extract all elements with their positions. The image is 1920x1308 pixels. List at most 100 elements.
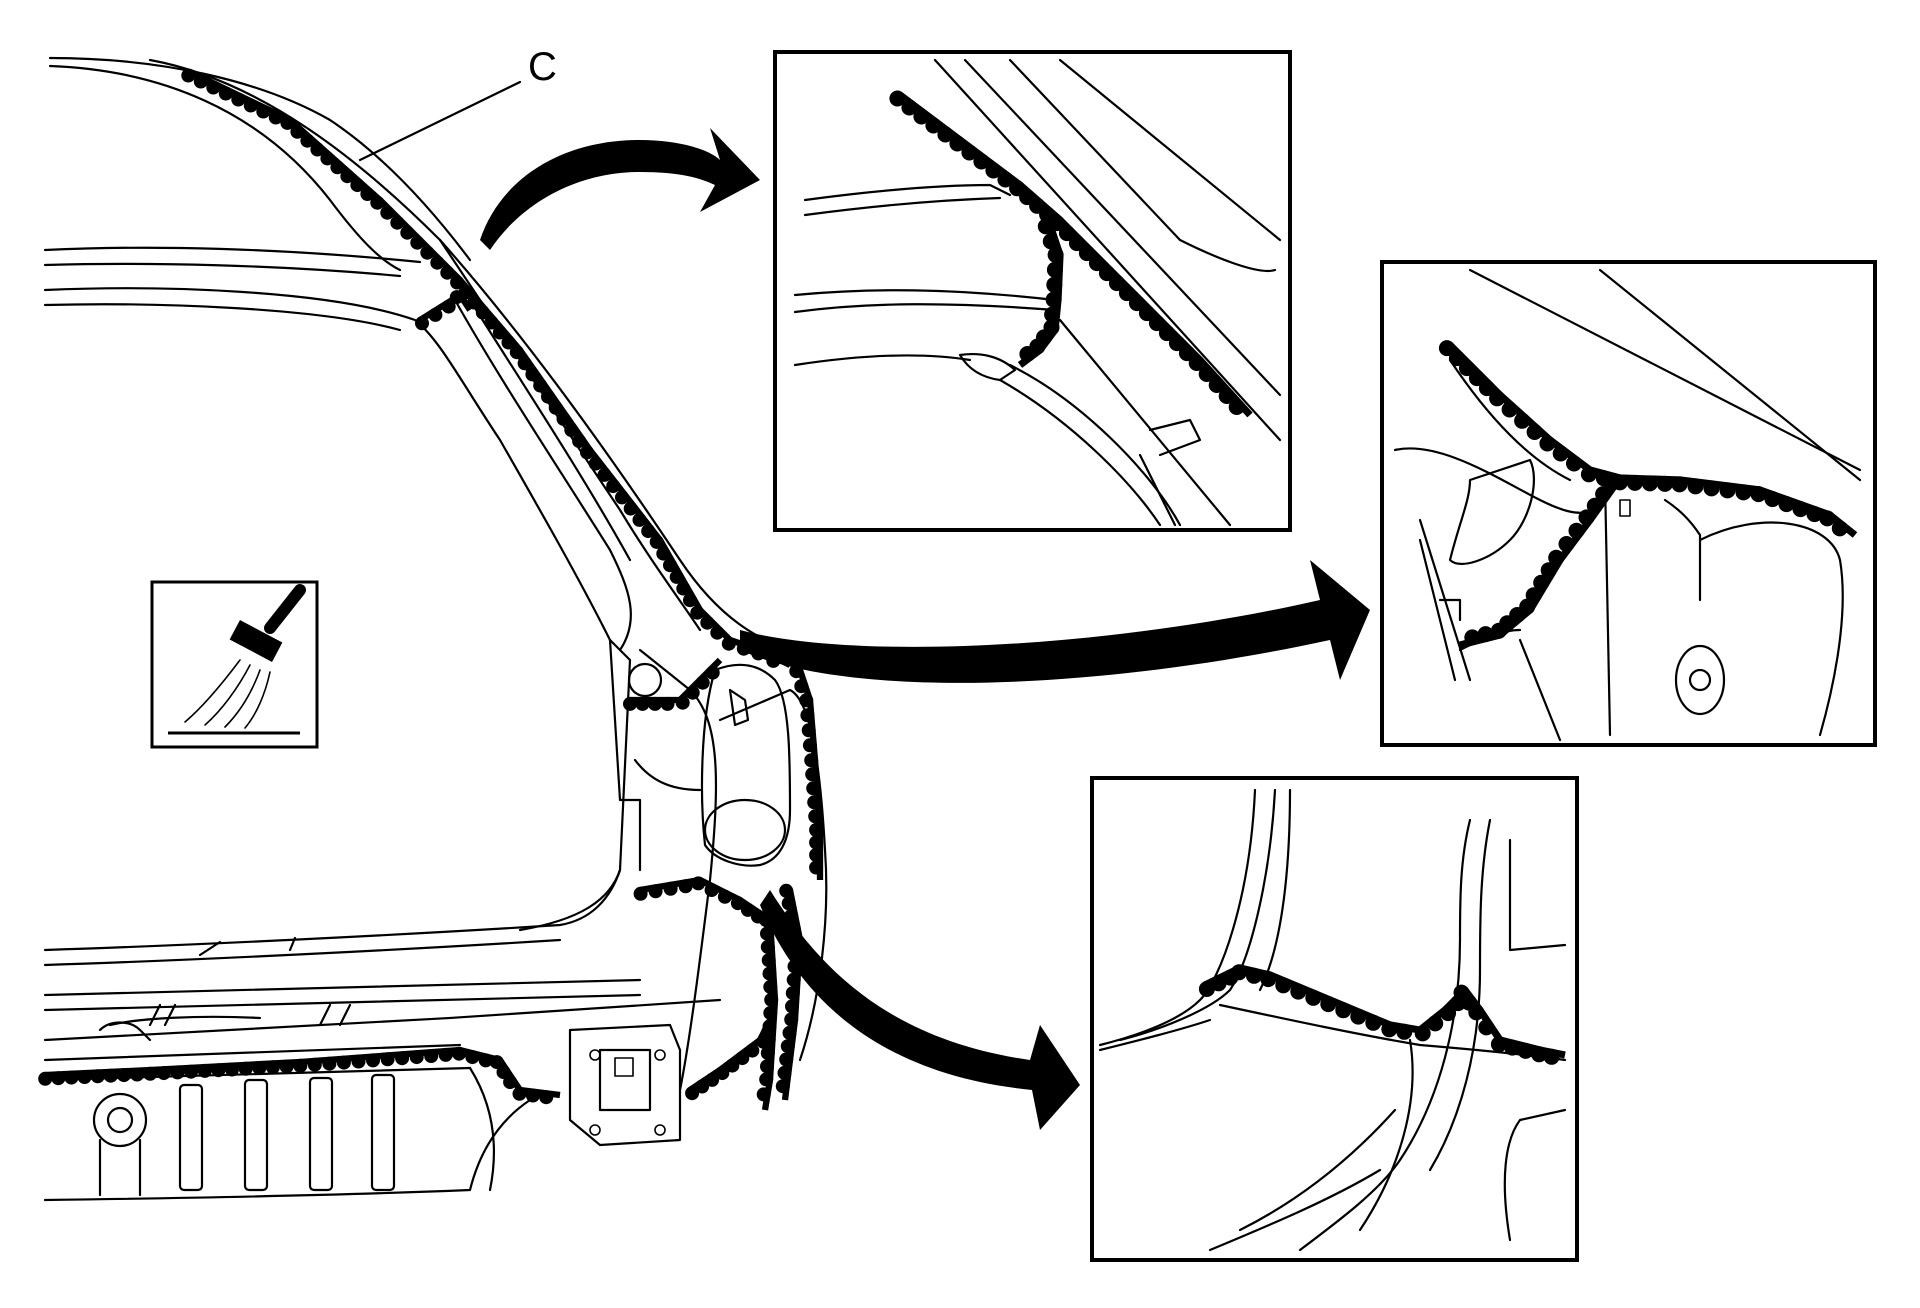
sealer-bead: [1046, 276, 1063, 293]
sealer-bead: [648, 884, 663, 899]
sealer-bead: [913, 108, 930, 125]
sealer-bead: [1603, 474, 1620, 491]
sealer-bead: [156, 1066, 171, 1081]
sealer-bead: [218, 86, 233, 101]
sealer-bead: [961, 144, 978, 161]
sealer-bead: [541, 389, 555, 404]
sealer-bead: [181, 68, 196, 83]
sealer-bead: [1703, 480, 1720, 497]
sealer-bead: [1531, 1046, 1548, 1063]
sealer-bead: [763, 1006, 778, 1021]
sealer-bead: [211, 1063, 226, 1078]
sealer-bead: [503, 1075, 518, 1090]
sealer-bead: [1305, 989, 1322, 1006]
sealer-bead: [1118, 285, 1135, 302]
sealer-bead: [366, 1053, 380, 1068]
sealer-bead: [705, 1072, 720, 1087]
sealer-bead: [1148, 315, 1165, 332]
sealer-bead: [420, 245, 435, 260]
sealer-bead: [1656, 475, 1673, 492]
sealer-bead: [809, 835, 824, 850]
sealer-bead: [669, 569, 684, 584]
callout-c: C: [358, 45, 557, 162]
sealer-bead: [641, 524, 656, 539]
sealer-bead: [440, 265, 455, 280]
sealer-bead: [704, 883, 719, 898]
sealer-bead: [38, 1071, 53, 1086]
sealer-bead: [1719, 482, 1736, 499]
sealer-bead: [691, 876, 706, 891]
sealer-bead: [649, 534, 664, 549]
sealer-bead: [1440, 1005, 1457, 1022]
sealer-bead: [1246, 967, 1262, 984]
sealer-bead: [428, 307, 443, 322]
sealer-bead: [1540, 562, 1557, 579]
sealer-bead: [1045, 291, 1062, 308]
sealer-bead: [925, 117, 942, 134]
sealer-bead: [937, 126, 954, 143]
sealer-bead: [1558, 536, 1575, 552]
sealer-bead: [1595, 486, 1612, 503]
sealer-bead: [580, 445, 594, 460]
sealer-bead: [1490, 1036, 1507, 1053]
sealer-bead: [785, 986, 800, 1001]
sealer-bead: [1098, 265, 1115, 282]
sealer-bead: [525, 1088, 540, 1103]
sealer-bead: [489, 1055, 504, 1070]
sealer-bead: [564, 423, 579, 437]
sealer-bead: [409, 1050, 424, 1065]
sealer-bead: [475, 305, 490, 320]
sealer-bead: [1448, 350, 1465, 367]
sealer-bead: [1764, 491, 1781, 508]
sealer-bead: [484, 315, 499, 330]
sealer-bead: [1068, 235, 1085, 252]
sealer-bead: [77, 1070, 92, 1084]
sealer-bead: [1477, 626, 1494, 643]
seam-sealer-detail-2: [1438, 340, 1858, 649]
sealer-bead: [380, 1052, 395, 1067]
sealer-bead: [801, 723, 816, 738]
sealer-bead: [683, 593, 697, 608]
sealer-bead: [663, 558, 677, 573]
sealer-bead: [1478, 380, 1495, 397]
sealer-bead: [265, 1060, 280, 1075]
sealer-bead: [300, 133, 315, 148]
sealer-bead: [1290, 983, 1307, 1000]
sealer-bead: [197, 1063, 212, 1078]
sealer-bead: [1568, 522, 1585, 539]
sealer-bead: [1489, 390, 1506, 407]
sealer-bead: [1543, 1048, 1560, 1065]
sealer-bead: [800, 708, 815, 723]
sealer-bead: [1478, 1019, 1495, 1036]
sealer-bead: [807, 795, 822, 810]
sealer-bead: [1365, 1014, 1382, 1031]
sealer-bead: [465, 1050, 480, 1065]
sealer-bead: [663, 881, 678, 896]
sealer-bead: [130, 1067, 145, 1082]
sealer-bead: [1539, 435, 1556, 452]
sealer-bead: [556, 411, 571, 426]
sealer-bead: [400, 225, 415, 240]
sealer-bead: [745, 1043, 760, 1058]
sealer-bead: [785, 999, 799, 1014]
sealer-bead: [395, 1051, 410, 1066]
sealer-bead: [572, 434, 587, 449]
sealer-bead: [231, 92, 246, 107]
sealer-bead: [597, 467, 612, 482]
sealer-bead: [762, 966, 777, 981]
sealer-bead: [775, 1079, 790, 1094]
sealer-bead: [390, 215, 405, 230]
sealer-bead: [1350, 1008, 1367, 1025]
sealer-bead: [760, 926, 774, 941]
sealer-bead: [351, 1054, 366, 1069]
sealer-bead: [764, 992, 779, 1007]
sealer-bead: [322, 1056, 337, 1071]
sealer-bead: [64, 1070, 79, 1085]
sealer-bead: [252, 1061, 267, 1075]
detail-view-roof-pillar: [773, 50, 1292, 532]
sealer-bead: [450, 275, 465, 290]
sealer-bead: [1019, 346, 1036, 362]
arrow-to-detail-2: [740, 560, 1370, 683]
sealer-bead: [633, 886, 648, 901]
sealer-bead: [1750, 486, 1767, 503]
